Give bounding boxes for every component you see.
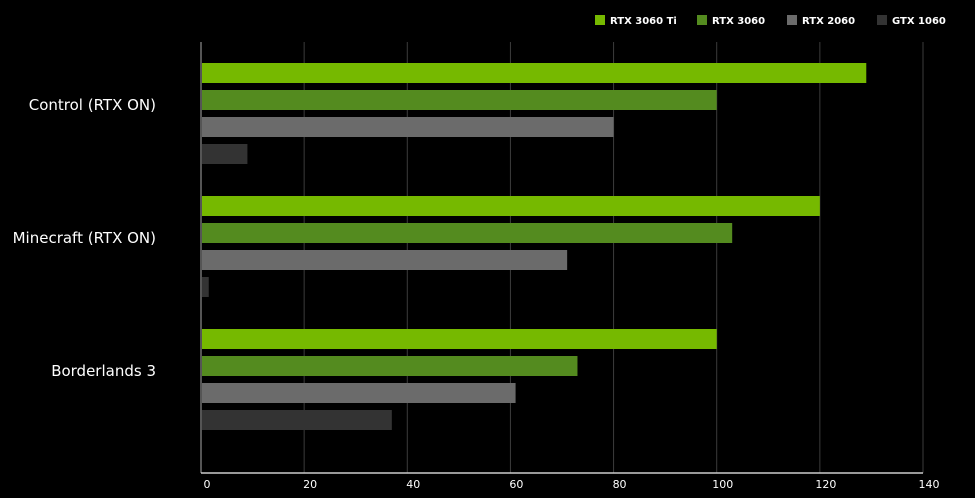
legend-swatch [787, 15, 797, 25]
gridlines [200, 42, 924, 474]
x-tick-label: 40 [406, 478, 420, 491]
x-tick-label: 140 [919, 478, 940, 491]
x-tick-label: 120 [815, 478, 836, 491]
bar-rtx-2060 [202, 383, 516, 403]
x-tick-label: 100 [712, 478, 733, 491]
bar-gtx-1060 [202, 277, 209, 297]
bar-rtx-3060 [202, 223, 733, 243]
category-labels: Control (RTX ON) Minecraft (RTX ON) Border… [13, 96, 156, 380]
x-tick-label: 20 [303, 478, 317, 491]
category-label: Control (RTX ON) [29, 96, 156, 114]
legend-label: RTX 3060 Ti [610, 16, 677, 27]
bars [202, 63, 867, 430]
category-label: Minecraft (RTX ON) [13, 229, 156, 247]
x-tick-label: 60 [509, 478, 523, 491]
bar-rtx-2060 [202, 117, 614, 137]
legend-swatch [877, 15, 887, 25]
legend-label: GTX 1060 [892, 16, 946, 27]
bar-rtx-3060-ti [202, 196, 820, 216]
bar-rtx-3060-ti [202, 329, 717, 349]
bar-rtx-3060 [202, 356, 578, 376]
bar-rtx-3060-ti [202, 63, 867, 83]
legend-swatch [697, 15, 707, 25]
legend: RTX 3060 Ti RTX 3060 RTX 2060 GTX 1060 [595, 15, 946, 27]
x-tick-labels: 0 20 40 60 80 100 120 140 [204, 478, 940, 491]
bar-gtx-1060 [202, 144, 248, 164]
bar-rtx-3060 [202, 90, 717, 110]
legend-swatch [595, 15, 605, 25]
x-tick-label: 80 [613, 478, 627, 491]
bar-rtx-2060 [202, 250, 568, 270]
category-label: Borderlands 3 [51, 362, 156, 380]
legend-label: RTX 2060 [802, 16, 855, 27]
x-tick-label: 0 [204, 478, 211, 491]
bar-gtx-1060 [202, 410, 392, 430]
legend-label: RTX 3060 [712, 16, 765, 27]
